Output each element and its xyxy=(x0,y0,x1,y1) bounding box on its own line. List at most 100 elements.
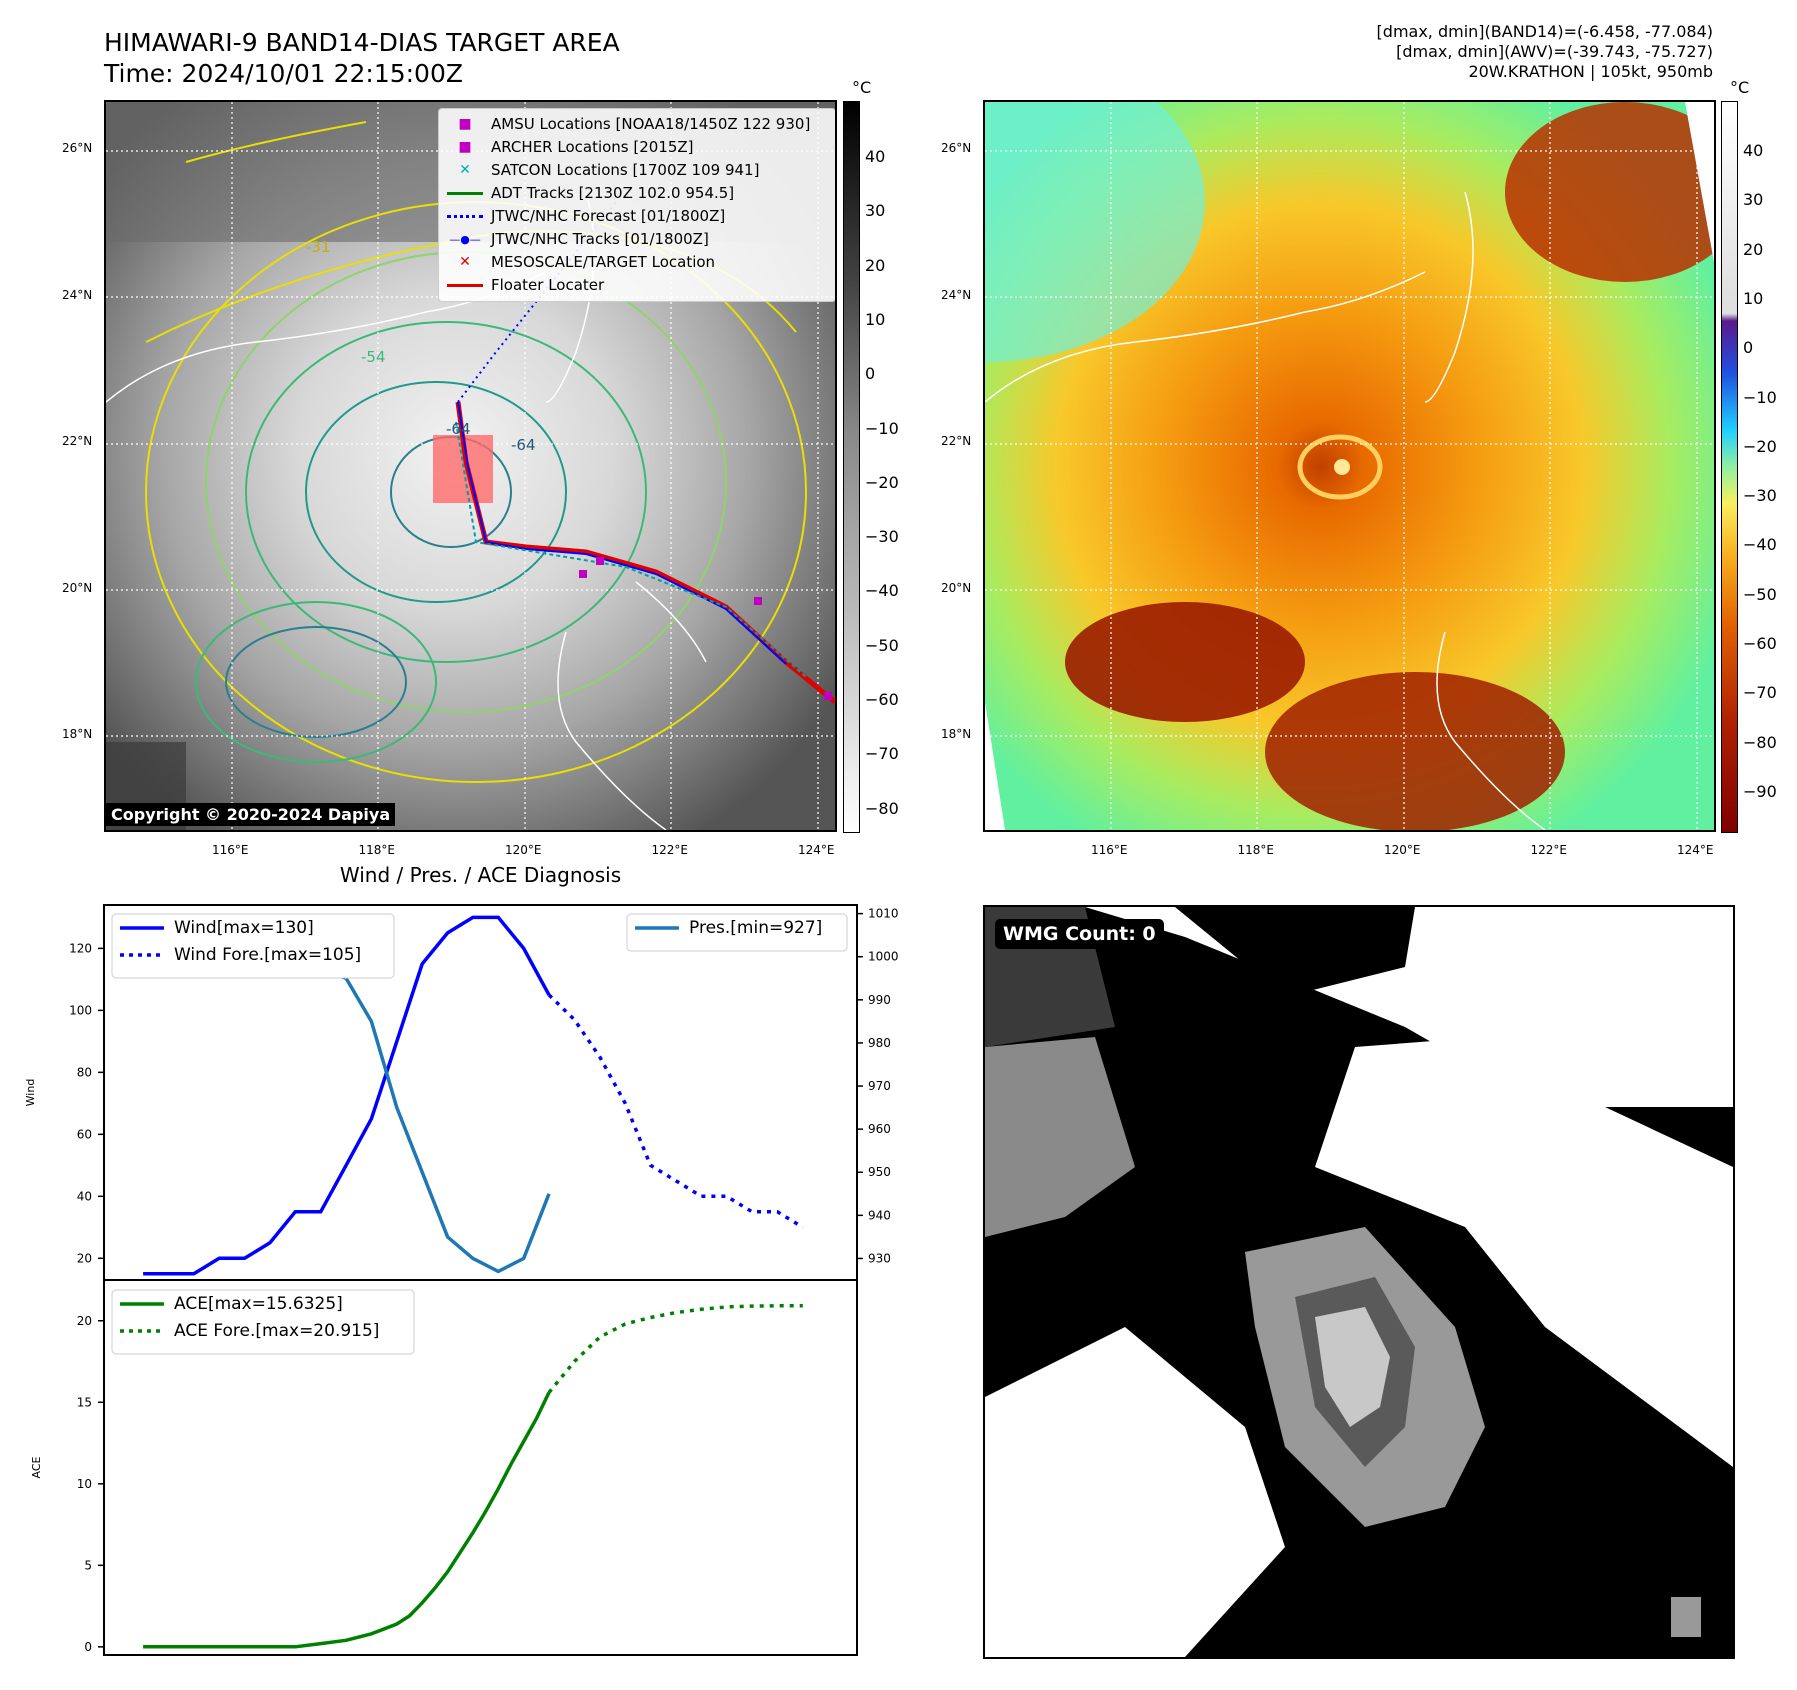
wind-legend-label: Wind[max=130] xyxy=(174,918,314,938)
ace-legend-label: ACE Fore.[max=20.915] xyxy=(174,1321,379,1341)
pressure-axis-tick-label: 1010 xyxy=(868,907,899,921)
contour-label-64: -64 xyxy=(446,420,471,438)
legend-symbol: ■ xyxy=(458,116,472,132)
ace-axis-tick-label: 10 xyxy=(77,1477,92,1491)
legend-label: JTWC/NHC Forecast [01/1800Z] xyxy=(491,207,726,225)
contour-label-64b: -64 xyxy=(511,436,536,454)
map-legend: ■ AMSU Locations [NOAA18/1450Z 122 930] ■ A… xyxy=(438,108,835,302)
colorbar-tick-label: −90 xyxy=(1743,781,1777,801)
colorbar-tick-label: −80 xyxy=(865,798,899,818)
wind-axis-tick-label: 120 xyxy=(69,941,92,955)
legend-symbol: ✕ xyxy=(459,162,471,178)
legend-entry: ■ AMSU Locations [NOAA18/1450Z 122 930] xyxy=(447,113,827,136)
colorbar-tick-label: −20 xyxy=(865,472,899,492)
colorbar-tick-label: −60 xyxy=(865,690,899,709)
diagnosis-title: Wind / Pres. / ACE Diagnosis xyxy=(339,863,622,887)
lat-tick-label: 26°N xyxy=(941,141,972,155)
colorbar-tick-label: −40 xyxy=(1743,535,1777,555)
colorbar-tick-label: 20 xyxy=(865,255,886,275)
lon-tick-label: 116°E xyxy=(212,843,249,857)
contour-label-54: -54 xyxy=(361,348,386,366)
lon-tick-label: 122°E xyxy=(1530,843,1568,857)
lat-tick-label: 22°N xyxy=(941,434,972,448)
ace-axis-label: ACE xyxy=(30,1456,43,1478)
colorbar-tick-label: −70 xyxy=(865,744,899,764)
pressure-axis-tick-label: 960 xyxy=(868,1122,891,1136)
wind-series-line xyxy=(547,993,804,1229)
ace-series-line xyxy=(143,1391,551,1649)
ace-axis-tick-label: 15 xyxy=(77,1395,92,1409)
legend-symbol: ✕ xyxy=(459,254,471,270)
legend-symbol xyxy=(447,192,483,195)
contour-label-31: -31 xyxy=(306,238,331,256)
legend-label: SATCON Locations [1700Z 109 941] xyxy=(491,161,760,179)
legend-label: MESOSCALE/TARGET Location xyxy=(491,253,716,271)
colorbar-tick-label: 0 xyxy=(865,364,876,384)
legend-label: ARCHER Locations [2015Z] xyxy=(491,138,694,156)
legend-entry: ■ ARCHER Locations [2015Z] xyxy=(447,136,827,159)
colorbar-tick-label: −10 xyxy=(1743,387,1777,407)
wind-axis-tick-label: 60 xyxy=(77,1127,92,1141)
lon-tick-label: 120°E xyxy=(505,843,542,857)
legend-symbol xyxy=(447,215,483,218)
legend-entry: ADT Tracks [2130Z 102.0 954.5] xyxy=(447,182,827,205)
lat-tick-label: 20°N xyxy=(62,580,93,595)
colorbar-tick-label: 40 xyxy=(865,147,886,166)
pressure-axis-tick-label: 930 xyxy=(868,1251,891,1265)
legend-label: ADT Tracks [2130Z 102.0 954.5] xyxy=(491,184,735,202)
pressure-axis-tick-label: 950 xyxy=(868,1165,891,1179)
ir-colorbar xyxy=(843,101,860,833)
wmg-count-label: WMG Count: 0 xyxy=(995,919,1164,949)
wind-legend-label: Wind Fore.[max=105] xyxy=(174,945,361,965)
legend-entry: JTWC/NHC Forecast [01/1800Z] xyxy=(447,205,827,228)
colorbar-tick-label: −40 xyxy=(865,581,899,601)
figure-title: HIMAWARI-9 BAND14-DIAS TARGET AREA Time:… xyxy=(104,27,620,89)
colorbar-tick-label: 40 xyxy=(1743,141,1764,160)
wind-series-line xyxy=(143,915,551,1276)
lon-tick-label: 118°E xyxy=(1237,843,1275,857)
wind-axis-tick-label: 100 xyxy=(69,1003,92,1017)
ir-map-panel: -64 -64 -54 -31 Copyright © 2020-2024 Da… xyxy=(104,100,837,832)
legend-label: AMSU Locations [NOAA18/1450Z 122 930] xyxy=(491,115,811,133)
colorbar-tick-label: 0 xyxy=(1743,338,1754,358)
awv-map-image xyxy=(985,102,1714,830)
wind-axis-label: Wind xyxy=(24,1079,37,1107)
legend-symbol xyxy=(447,284,483,287)
wind-axis-tick-label: 80 xyxy=(77,1065,92,1079)
wind-axis-tick-label: 20 xyxy=(77,1251,92,1265)
lon-tick-label: 116°E xyxy=(1091,843,1128,857)
pressure-legend-label: Pres.[min=927] xyxy=(689,918,822,938)
wmg-image xyxy=(985,907,1733,1657)
colorbar-tick-label: −30 xyxy=(1743,486,1777,506)
legend-entry: ✕ MESOSCALE/TARGET Location xyxy=(447,251,827,274)
lat-tick-label: 24°N xyxy=(941,287,972,302)
ace-frame xyxy=(103,1279,858,1656)
title-line-1: HIMAWARI-9 BAND14-DIAS TARGET AREA xyxy=(104,28,620,57)
colorbar-tick-label: 30 xyxy=(865,201,886,221)
legend-label: Floater Locater xyxy=(491,276,605,294)
lon-tick-label: 124°E xyxy=(1677,843,1714,857)
wind-axis-tick-label: 40 xyxy=(77,1189,92,1203)
colorbar-tick-label: −50 xyxy=(1743,584,1777,604)
ace-axis-tick-label: 20 xyxy=(77,1314,92,1328)
awv-map-panel xyxy=(983,100,1716,832)
lon-tick-label: 122°E xyxy=(651,843,689,857)
colorbar-tick-label: −70 xyxy=(1743,683,1777,703)
colorbar-tick-label: 20 xyxy=(1743,239,1764,259)
legend-entry: —●— JTWC/NHC Tracks [01/1800Z] xyxy=(447,228,827,251)
colorbar-tick-label: 10 xyxy=(865,309,886,329)
lat-tick-label: 18°N xyxy=(62,727,93,741)
ace-legend xyxy=(111,1289,415,1355)
legend-label: JTWC/NHC Tracks [01/1800Z] xyxy=(491,230,709,248)
info-line-1: [dmax, dmin](BAND14)=(-6.458, -77.084) xyxy=(1376,22,1713,41)
awv-colorbar-unit: °C xyxy=(1730,78,1750,97)
colorbar-tick-label: −20 xyxy=(1743,436,1777,456)
copyright-label: Copyright © 2020-2024 Dapiya xyxy=(106,803,396,826)
title-line-2: Time: 2024/10/01 22:15:00Z xyxy=(104,59,463,88)
legend-symbol: ■ xyxy=(458,139,472,155)
wind-legend xyxy=(111,913,395,979)
legend-entry: Floater Locater xyxy=(447,274,827,297)
lat-tick-label: 26°N xyxy=(62,141,93,155)
ir-colorbar-unit: °C xyxy=(852,78,872,97)
colorbar-tick-label: 10 xyxy=(1743,288,1764,308)
